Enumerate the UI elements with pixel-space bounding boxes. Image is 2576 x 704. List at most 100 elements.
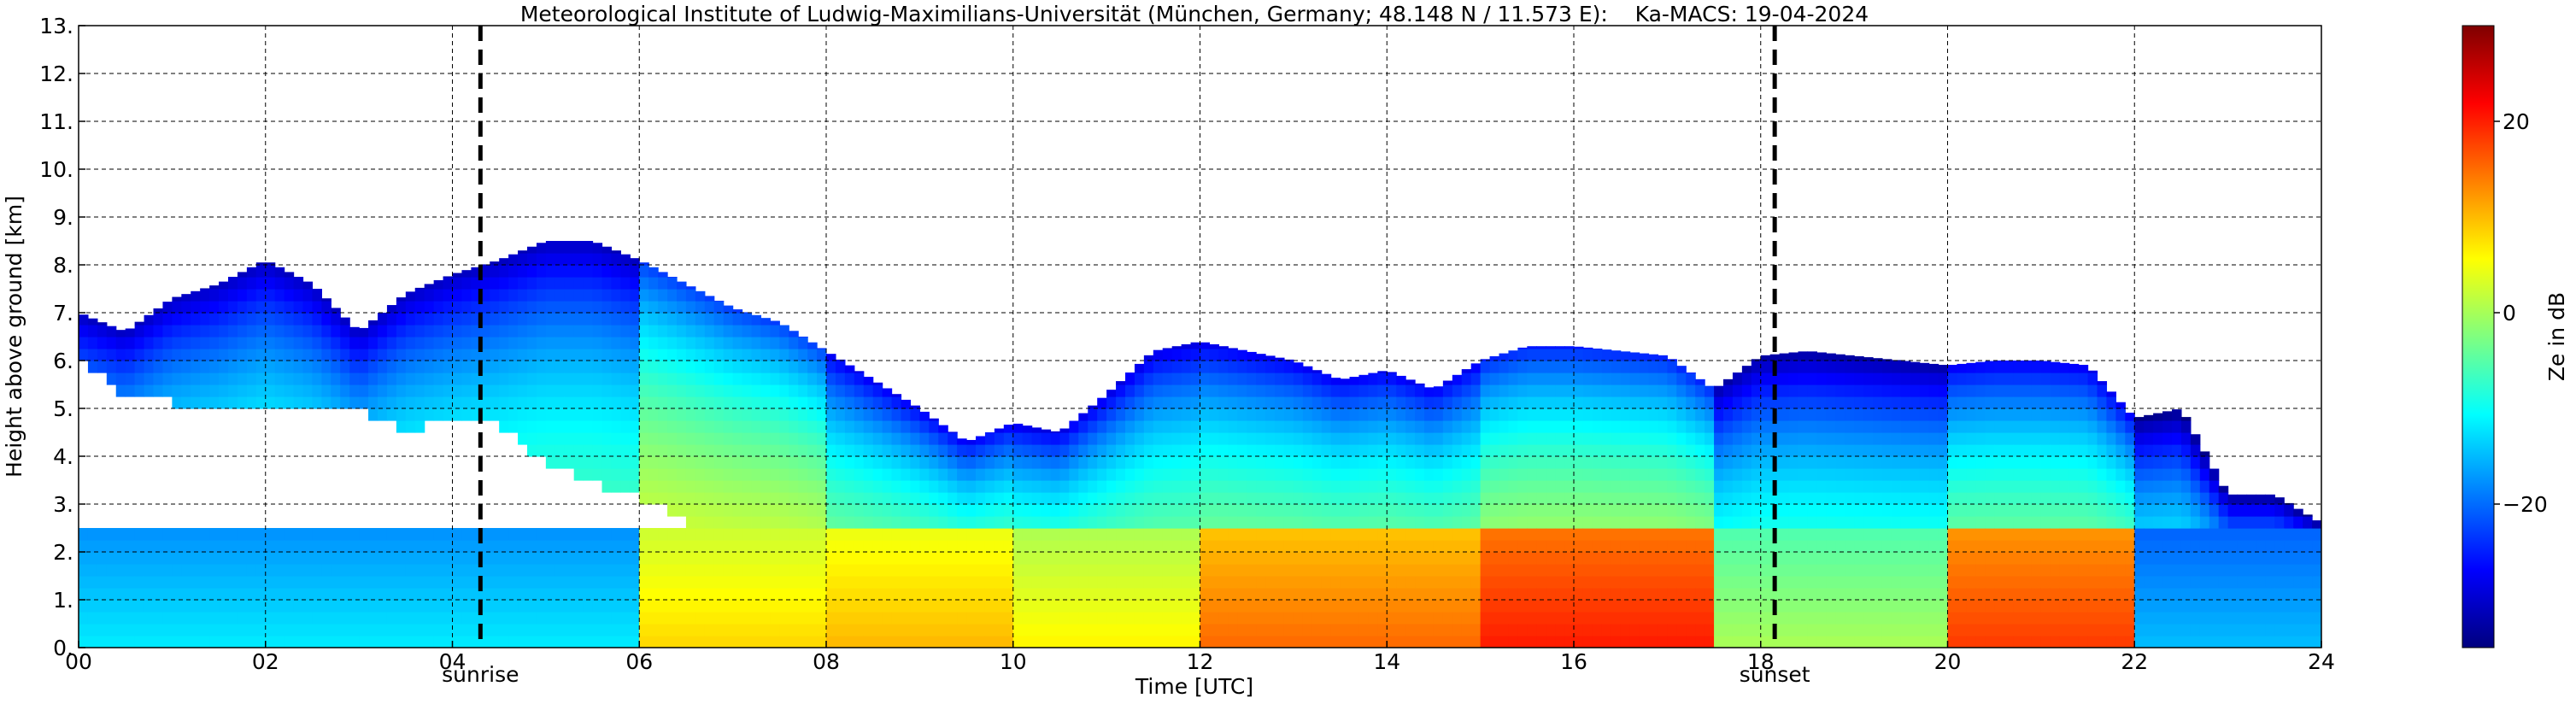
reflectivity-cell xyxy=(1676,600,1687,613)
reflectivity-cell xyxy=(545,552,556,565)
reflectivity-cell xyxy=(704,361,715,373)
reflectivity-cell xyxy=(1807,576,1817,589)
reflectivity-cell xyxy=(854,504,865,517)
reflectivity-cell xyxy=(564,265,575,278)
reflectivity-cell xyxy=(321,325,332,337)
reflectivity-cell xyxy=(1658,504,1668,517)
reflectivity-cell xyxy=(723,432,734,445)
reflectivity-cell xyxy=(1489,355,1500,361)
reflectivity-cell xyxy=(1218,600,1229,613)
reflectivity-cell xyxy=(293,588,304,601)
reflectivity-cell xyxy=(751,314,762,326)
reflectivity-cell xyxy=(1957,396,1967,409)
reflectivity-cell xyxy=(1181,456,1192,469)
reflectivity-cell xyxy=(601,396,613,409)
reflectivity-cell xyxy=(368,384,378,397)
reflectivity-cell xyxy=(1741,600,1752,613)
reflectivity-cell xyxy=(480,325,490,337)
reflectivity-cell xyxy=(237,612,248,625)
reflectivity-cell xyxy=(789,337,799,349)
reflectivity-cell xyxy=(1275,373,1285,385)
reflectivity-cell xyxy=(1555,528,1565,541)
reflectivity-cell xyxy=(1620,384,1631,397)
reflectivity-cell xyxy=(265,636,276,648)
reflectivity-cell xyxy=(414,373,425,385)
reflectivity-cell xyxy=(891,456,902,469)
reflectivity-cell xyxy=(1835,492,1845,505)
reflectivity-cell xyxy=(1723,588,1734,601)
reflectivity-cell xyxy=(760,456,771,469)
reflectivity-cell xyxy=(630,396,640,409)
reflectivity-cell xyxy=(1863,600,1874,613)
reflectivity-cell xyxy=(378,600,388,613)
reflectivity-cell xyxy=(1302,540,1313,553)
reflectivity-cell xyxy=(1387,588,1397,601)
reflectivity-cell xyxy=(1097,564,1107,577)
reflectivity-cell xyxy=(1760,552,1771,565)
reflectivity-cell xyxy=(1012,492,1024,505)
reflectivity-cell xyxy=(872,612,883,625)
reflectivity-cell xyxy=(1012,564,1024,577)
reflectivity-cell xyxy=(405,313,416,326)
reflectivity-cell xyxy=(1228,420,1238,433)
reflectivity-cell xyxy=(2031,552,2042,565)
reflectivity-cell xyxy=(1582,528,1593,541)
reflectivity-cell xyxy=(583,384,594,397)
reflectivity-cell xyxy=(1200,528,1211,541)
reflectivity-cell xyxy=(872,456,883,469)
reflectivity-cell xyxy=(1891,408,1902,421)
reflectivity-cell xyxy=(564,624,575,637)
reflectivity-cell xyxy=(592,313,603,326)
reflectivity-cell xyxy=(685,432,696,445)
reflectivity-cell xyxy=(817,456,827,469)
reflectivity-cell xyxy=(677,384,687,397)
reflectivity-cell xyxy=(1134,363,1145,373)
reflectivity-cell xyxy=(1171,420,1182,433)
reflectivity-cell xyxy=(1517,408,1528,421)
reflectivity-cell xyxy=(1256,354,1266,361)
reflectivity-cell xyxy=(957,624,967,637)
reflectivity-cell xyxy=(2013,600,2023,613)
reflectivity-cell xyxy=(1695,456,1705,469)
reflectivity-cell xyxy=(2004,373,2014,385)
reflectivity-cell xyxy=(1134,492,1145,505)
reflectivity-cell xyxy=(1676,504,1687,517)
reflectivity-cell xyxy=(134,384,145,397)
reflectivity-cell xyxy=(713,480,725,493)
reflectivity-cell xyxy=(340,564,350,577)
reflectivity-cell xyxy=(1405,588,1416,601)
reflectivity-cell xyxy=(826,480,836,493)
reflectivity-cell xyxy=(368,540,378,553)
reflectivity-cell xyxy=(1321,588,1332,601)
reflectivity-cell xyxy=(1003,432,1014,445)
reflectivity-cell xyxy=(1611,420,1622,433)
reflectivity-cell xyxy=(1330,636,1341,648)
reflectivity-cell xyxy=(414,349,425,361)
reflectivity-cell xyxy=(414,287,425,290)
reflectivity-cell xyxy=(863,384,874,397)
reflectivity-cell xyxy=(162,373,173,385)
reflectivity-cell xyxy=(994,444,1005,457)
reflectivity-cell xyxy=(1947,540,1958,553)
reflectivity-cell xyxy=(948,612,958,625)
reflectivity-cell xyxy=(1947,468,1958,481)
reflectivity-cell xyxy=(1088,552,1098,565)
reflectivity-cell xyxy=(1452,374,1463,385)
reflectivity-cell xyxy=(1601,564,1612,577)
reflectivity-cell xyxy=(191,636,201,648)
reflectivity-cell xyxy=(1527,444,1537,457)
reflectivity-cell xyxy=(200,528,210,541)
reflectivity-cell xyxy=(1480,492,1491,505)
reflectivity-cell xyxy=(1209,373,1219,385)
reflectivity-cell xyxy=(919,504,930,517)
reflectivity-cell xyxy=(1311,444,1323,457)
reflectivity-cell xyxy=(1536,576,1546,589)
reflectivity-cell xyxy=(891,528,902,541)
reflectivity-cell xyxy=(1779,552,1790,565)
reflectivity-cell xyxy=(732,349,743,361)
reflectivity-cell xyxy=(1881,516,1892,529)
reflectivity-cell xyxy=(1517,432,1528,445)
reflectivity-cell xyxy=(1667,444,1677,457)
reflectivity-cell xyxy=(2013,552,2023,565)
reflectivity-cell xyxy=(312,540,322,553)
